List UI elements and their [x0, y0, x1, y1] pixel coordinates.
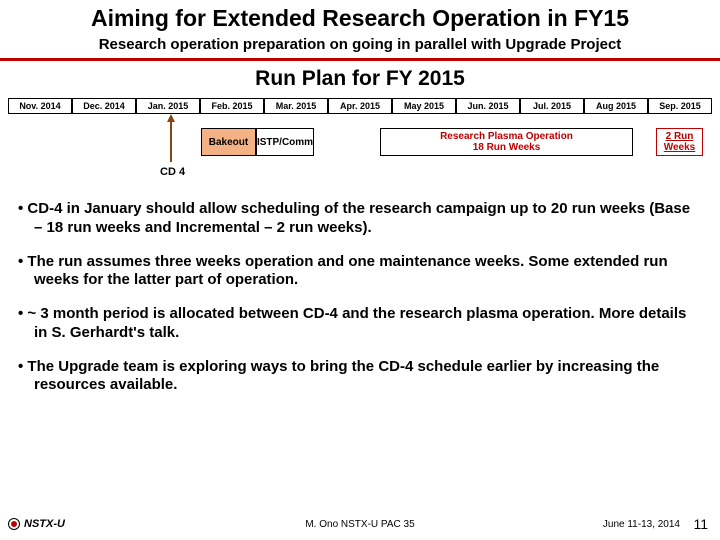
month-cell: Dec. 2014: [72, 98, 136, 114]
month-cell: Jan. 2015: [136, 98, 200, 114]
month-cell: Sep. 2015: [648, 98, 712, 114]
slide-subtitle: Research operation preparation on going …: [0, 32, 720, 53]
bullet-item: • The run assumes three weeks operation …: [18, 253, 702, 291]
month-cell: Nov. 2014: [8, 98, 72, 114]
month-cell: May 2015: [392, 98, 456, 114]
month-cell: Feb. 2015: [200, 98, 264, 114]
cd4-label: CD 4: [160, 166, 185, 178]
month-cell: Apr. 2015: [328, 98, 392, 114]
month-cell: Mar. 2015: [264, 98, 328, 114]
slide-title: Aiming for Extended Research Operation i…: [0, 0, 720, 32]
divider-red: [0, 58, 720, 61]
footer-date: June 11-13, 2014: [603, 519, 680, 530]
bullet-item: • ~ 3 month period is allocated between …: [18, 305, 702, 343]
month-row: Nov. 2014 Dec. 2014 Jan. 2015 Feb. 2015 …: [8, 98, 712, 114]
phase-bakeout: Bakeout: [201, 128, 256, 156]
page-number: 11: [693, 516, 708, 532]
month-cell: Jun. 2015: [456, 98, 520, 114]
bullet-item: • CD-4 in January should allow schedulin…: [18, 200, 702, 238]
month-cell: Aug 2015: [584, 98, 648, 114]
phase-istp: ISTP/Comm: [256, 128, 314, 156]
bullet-list: • CD-4 in January should allow schedulin…: [18, 200, 702, 395]
section-title: Run Plan for FY 2015: [0, 67, 720, 91]
phase-two-run: 2 Run Weeks: [656, 128, 703, 156]
slide-footer: NSTX-U M. Ono NSTX-U PAC 35 June 11-13, …: [0, 514, 720, 534]
bullet-item: • The Upgrade team is exploring ways to …: [18, 358, 702, 396]
phase-research: Research Plasma Operation 18 Run Weeks: [380, 128, 633, 156]
timeline-chart: Nov. 2014 Dec. 2014 Jan. 2015 Feb. 2015 …: [8, 98, 712, 198]
month-cell: Jul. 2015: [520, 98, 584, 114]
cd4-arrow-icon: [170, 116, 172, 161]
